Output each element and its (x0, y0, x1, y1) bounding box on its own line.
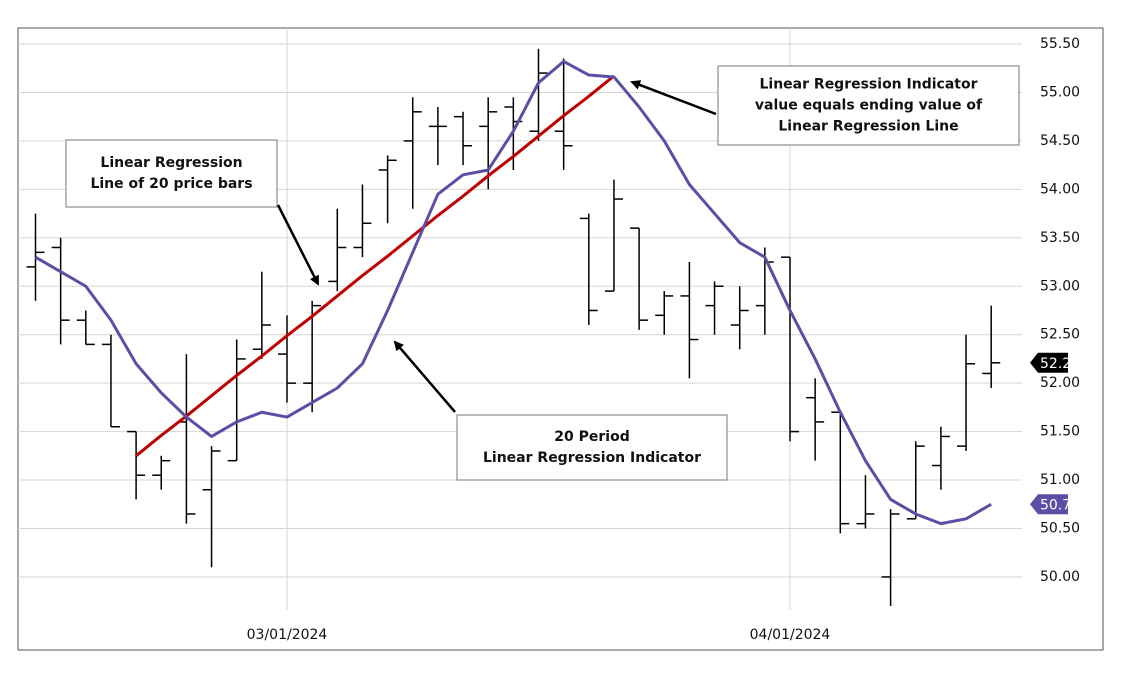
annotation-text: value equals ending value of (755, 98, 983, 114)
y-tick-label: 51.50 (1040, 424, 1080, 440)
x-tick-label: 04/01/2024 (750, 627, 831, 643)
annotation-box (456, 414, 728, 481)
annotation-text: Line of 20 price bars (90, 176, 252, 192)
y-tick-label: 54.00 (1040, 181, 1080, 197)
annotation-text: Linear Regression Indicator (760, 77, 978, 93)
y-tick-label: 50.50 (1040, 521, 1080, 537)
regression-line (135, 74, 615, 457)
annotation-text: 20 Period (554, 429, 629, 445)
y-tick-label: 50.00 (1040, 569, 1080, 585)
annotation-arrow (393, 340, 456, 413)
annotation-box (717, 65, 1020, 146)
annotation-text: Linear Regression Indicator (483, 450, 701, 466)
y-tick-label: 53.00 (1040, 278, 1080, 294)
indicator-line (34, 59, 992, 526)
y-tick-label: 51.00 (1040, 472, 1080, 488)
last-price-tag-bg (1030, 352, 1068, 373)
y-tick-label: 54.50 (1040, 133, 1080, 149)
marks (26, 48, 1001, 607)
annotation-arrow (276, 204, 320, 286)
y-tick-label: 53.50 (1040, 230, 1080, 246)
indicator-tag-bg (1030, 494, 1068, 515)
annotation-text: Linear Regression Line (778, 119, 958, 135)
annotation-arrow (630, 80, 717, 116)
y-tick-label: 52.50 (1040, 327, 1080, 343)
x-tick-label: 03/01/2024 (247, 627, 328, 643)
annotation-text: Linear Regression (100, 155, 242, 171)
labels: 50.00 50.50 51.00 51.50 52.00 52.50 53.00 53.50… (247, 36, 1080, 643)
indicator-tag: 50.75 (1040, 497, 1080, 513)
last-price-tag: 52.21 (1040, 356, 1080, 372)
y-tick-label: 55.00 (1040, 84, 1080, 100)
y-tick-label: 52.00 (1040, 375, 1080, 391)
y-tick-label: 55.50 (1040, 36, 1080, 52)
annotations: Linear Regression Line of 20 price bars 20… (65, 65, 1020, 481)
annotation-box (65, 139, 278, 208)
